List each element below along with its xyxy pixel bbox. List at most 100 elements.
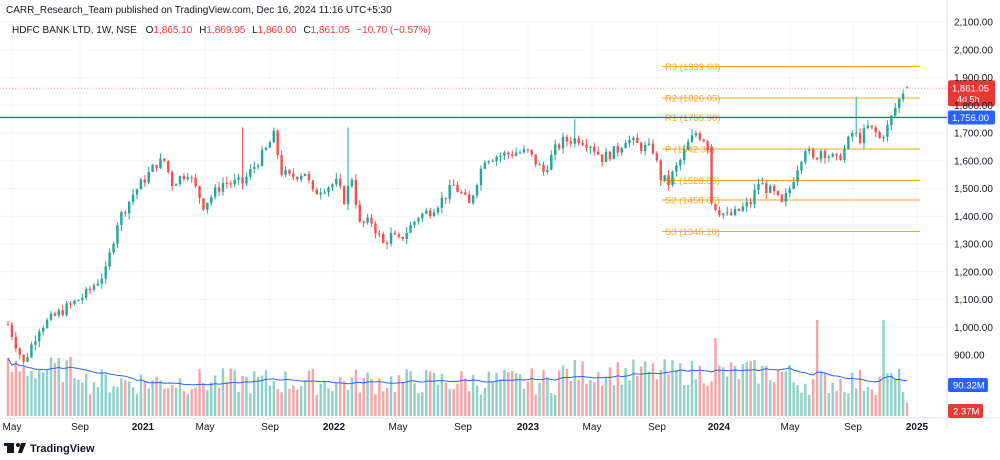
candle-body [413, 221, 416, 225]
low-label: L [252, 25, 258, 36]
time-tick-label: 2025 [906, 422, 929, 433]
volume-bar [499, 379, 502, 416]
candle-body [206, 202, 209, 210]
candle-body [878, 132, 881, 138]
volume-bar [725, 376, 729, 416]
high-label: H [199, 25, 206, 36]
volume-bar [604, 376, 608, 416]
candle-body [159, 158, 162, 169]
candle-body [612, 146, 616, 160]
volume-bar [757, 383, 760, 416]
volume-bar [460, 371, 463, 416]
volume-bar [690, 360, 694, 416]
volume-bar [245, 376, 248, 416]
candle-body [319, 192, 322, 195]
horizontal-line[interactable]: 1,756.00 [0, 110, 995, 125]
volume-bar [143, 381, 147, 416]
candle-body [389, 232, 393, 244]
volume-bar [210, 382, 213, 416]
countdown-label: 4d 5h [957, 94, 980, 104]
volume-bar [366, 372, 369, 416]
time-tick-label: May [389, 422, 408, 433]
candle-body [901, 93, 905, 99]
candle-body [41, 327, 45, 332]
candle-body [331, 184, 334, 188]
candle-body [190, 177, 193, 179]
candle-body [706, 141, 709, 151]
candle-body [249, 169, 252, 177]
candle-body [733, 208, 737, 215]
candle-body [831, 153, 834, 157]
candle-body [843, 148, 846, 160]
volume-bar [163, 388, 166, 416]
candle-body [745, 201, 748, 207]
volume-bar [776, 370, 780, 416]
volume-bar [6, 358, 10, 416]
candle-body [851, 132, 854, 137]
candle-body [425, 210, 428, 214]
candle-body [600, 154, 604, 163]
candle-body [526, 149, 530, 151]
candle-body [210, 196, 213, 203]
volume-bar [667, 374, 670, 416]
volume-bar [124, 380, 127, 416]
volume-bar [174, 388, 178, 416]
volume-bar [479, 394, 483, 416]
volume-bar [159, 380, 162, 416]
time-axis[interactable]: May Sep 2021 May Sep 2022 May Sep 2023 May Sep 2024… [3, 422, 929, 433]
volume-bar [550, 392, 553, 416]
tradingview-logo-icon[interactable] [4, 443, 26, 453]
volume-bar [761, 365, 764, 416]
volume-bar [339, 377, 342, 416]
candle-body [139, 179, 143, 190]
candle-body [241, 177, 244, 184]
volume-bar [112, 386, 115, 416]
volume-bar [272, 380, 276, 416]
volume-bar [511, 370, 514, 416]
candle-body [702, 139, 705, 142]
time-tick-label: 2021 [132, 422, 155, 433]
candle-body [573, 138, 576, 144]
volume-bar [729, 362, 733, 416]
candle-body [718, 210, 721, 216]
volume-bar [639, 366, 643, 416]
volume-bar [765, 365, 768, 416]
volume-bar [253, 371, 256, 416]
price-tick-label: 900.00 [954, 351, 985, 362]
candle-body [65, 303, 68, 316]
candle-body [894, 107, 897, 116]
volume-bar [843, 392, 846, 416]
volume-bar [682, 385, 686, 416]
candle-body [428, 210, 432, 217]
time-tick-label: Sep [261, 422, 279, 433]
volume-bar [811, 379, 815, 416]
pivot-label: R1 (1755.90) [665, 113, 720, 124]
candle-body [18, 348, 21, 355]
candle-body [835, 153, 838, 156]
candle-body [358, 204, 361, 222]
candle-body [565, 136, 569, 142]
volume-bar [866, 387, 870, 416]
candle-body [131, 194, 135, 202]
volume-bar [350, 377, 354, 416]
candle-body [135, 189, 139, 195]
volume-bar [425, 370, 428, 416]
volume-bar [120, 378, 123, 416]
candle-body [354, 179, 358, 205]
volume-bar [57, 357, 61, 416]
volume-bar [264, 370, 268, 416]
candle-body [151, 164, 154, 172]
volume-bar [530, 368, 533, 416]
volume-bar [878, 376, 881, 416]
volume-bar [565, 368, 569, 416]
candle-body [303, 173, 307, 177]
volume-bar [241, 375, 244, 416]
candle-body [792, 181, 795, 189]
price-tick-label: 1,400.00 [954, 212, 993, 223]
price-axis[interactable]: 2,100.00 2,000.00 1,900.00 1,800.00 1,700.00… [948, 18, 993, 419]
time-tick-label: Sep [648, 422, 666, 433]
volume-bar [886, 373, 889, 416]
volume-bar [382, 391, 385, 416]
candle-body [10, 324, 14, 338]
